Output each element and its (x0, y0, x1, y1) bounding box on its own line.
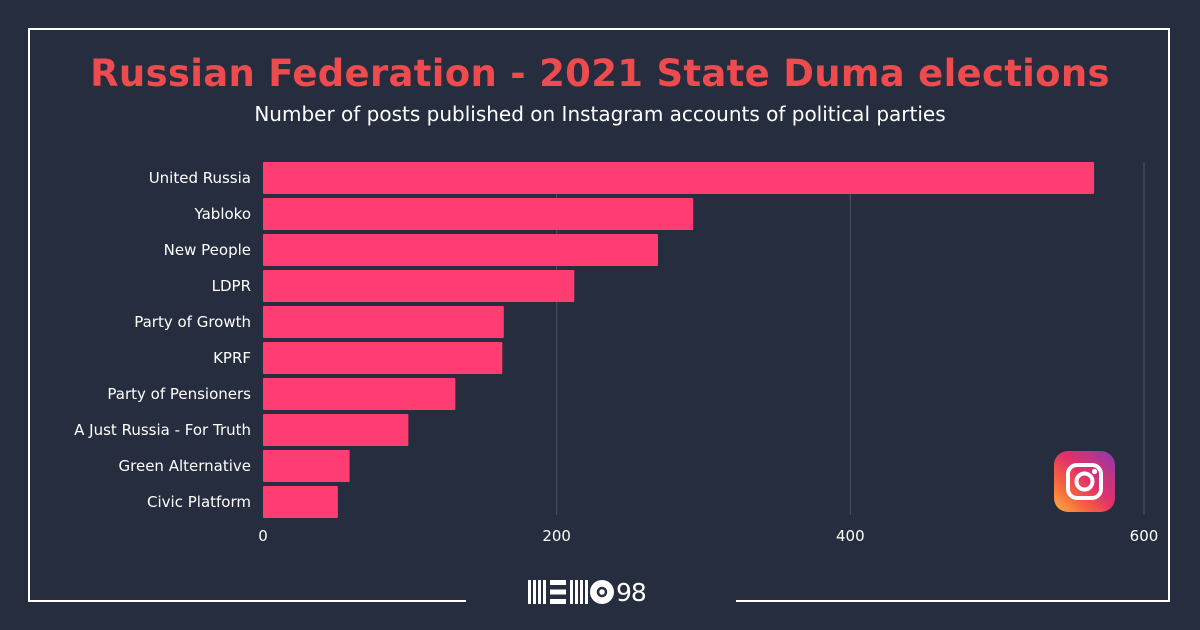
category-label: Civic Platform (147, 493, 251, 511)
frame-border-bottom-left (28, 600, 466, 602)
category-label: A Just Russia - For Truth (74, 421, 251, 439)
bar (263, 162, 1095, 194)
category-label: Yabloko (194, 205, 251, 223)
memo98-logo: 98 (528, 577, 647, 607)
category-label: New People (164, 241, 251, 259)
category-label: United Russia (149, 169, 251, 187)
frame-border-bottom-right (736, 600, 1170, 602)
bar (263, 342, 503, 374)
bar (263, 414, 409, 446)
bar (263, 198, 694, 230)
category-label: Party of Pensioners (107, 385, 251, 403)
memo98-logo-number: 98 (616, 577, 647, 607)
category-label: LDPR (212, 277, 251, 295)
category-label: Green Alternative (119, 457, 252, 475)
x-tick-label: 0 (258, 527, 268, 545)
bar (263, 486, 338, 518)
frame-border (28, 28, 1170, 602)
chart-subtitle: Number of posts published on Instagram a… (254, 102, 946, 126)
category-label: KPRF (213, 349, 251, 367)
x-tick-label: 200 (542, 527, 571, 545)
bar (263, 306, 504, 338)
memo98-logo-icon (528, 580, 614, 604)
bar (263, 450, 350, 482)
instagram-icon (1054, 451, 1115, 512)
bar (263, 270, 575, 302)
chart-title: Russian Federation - 2021 State Duma ele… (90, 52, 1110, 95)
x-tick-label: 600 (1130, 527, 1159, 545)
bar (263, 234, 658, 266)
x-tick-label: 400 (836, 527, 865, 545)
bar (263, 378, 456, 410)
category-label: Party of Growth (134, 313, 251, 331)
